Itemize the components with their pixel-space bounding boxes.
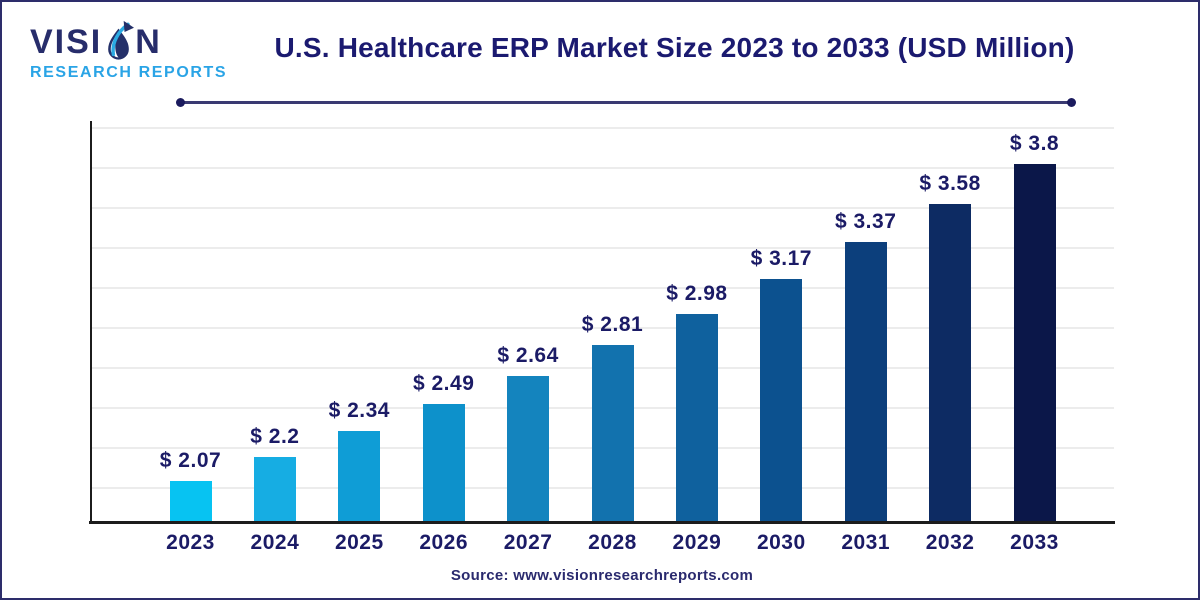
x-tick-label: 2029 <box>672 531 722 554</box>
x-tick-label: 2030 <box>756 531 806 554</box>
bar-2029 <box>675 313 718 521</box>
gridline <box>91 127 1114 129</box>
x-tick-label: 2023 <box>166 531 215 554</box>
bar-2024 <box>253 456 296 521</box>
gridline <box>91 247 1114 249</box>
water-droplet-arrow-icon <box>108 20 135 60</box>
x-tick-label: 2033 <box>1010 531 1059 554</box>
bar-2025 <box>338 431 381 521</box>
gridline <box>91 287 1114 289</box>
bar-value-label: $ 2.34 <box>328 399 390 423</box>
y-axis-line <box>90 121 92 523</box>
bar-value-label: $ 2.2 <box>250 424 300 448</box>
bar-value-label: $ 2.49 <box>412 371 475 395</box>
brand-subtitle: RESEARCH REPORTS <box>30 64 228 81</box>
x-tick-label: 2024 <box>250 531 300 554</box>
x-tick-label: 2025 <box>334 531 384 554</box>
bar-2023 <box>169 480 212 521</box>
x-axis-line <box>89 521 1115 524</box>
bar-2033 <box>1013 163 1056 521</box>
bar-value-label: $ 2.07 <box>159 448 222 472</box>
bar-value-label: $ 2.98 <box>666 281 728 305</box>
brand-name-pre: VISI <box>30 23 103 61</box>
x-tick-label: 2026 <box>419 531 469 554</box>
bar-2032 <box>929 203 972 521</box>
bar-value-label: $ 3.58 <box>919 171 981 195</box>
gridline <box>91 207 1114 209</box>
brand-name-post: N <box>135 23 162 61</box>
divider-right-dot-icon <box>1067 98 1076 107</box>
gridline <box>91 167 1114 169</box>
source-text: Source: www.visionresearchreports.com <box>450 567 754 584</box>
bar-2027 <box>507 376 550 521</box>
brand-logo: VISI N RESEARCH REPORTS <box>30 12 228 82</box>
brand-name: VISI N <box>30 12 220 61</box>
divider-left-dot-icon <box>176 98 185 107</box>
bar-2030 <box>760 279 803 521</box>
bar-2031 <box>844 242 887 521</box>
x-tick-label: 2028 <box>588 531 637 554</box>
bar-value-label: $ 2.64 <box>497 344 559 368</box>
chart-title: U.S. Healthcare ERP Market Size 2023 to … <box>274 32 1075 63</box>
x-tick-label: 2032 <box>925 531 975 554</box>
bar-value-label: $ 3.17 <box>750 247 812 271</box>
bar-value-label: $ 2.81 <box>581 313 644 337</box>
bar-2028 <box>591 345 634 521</box>
bar-value-label: $ 3.37 <box>834 210 897 234</box>
x-tick-label: 2027 <box>503 531 553 554</box>
bar-2026 <box>422 403 465 521</box>
bar-value-label: $ 3.8 <box>1009 131 1060 155</box>
gridline <box>91 327 1114 329</box>
x-tick-label: 2031 <box>841 531 891 554</box>
title-divider <box>176 98 1076 107</box>
